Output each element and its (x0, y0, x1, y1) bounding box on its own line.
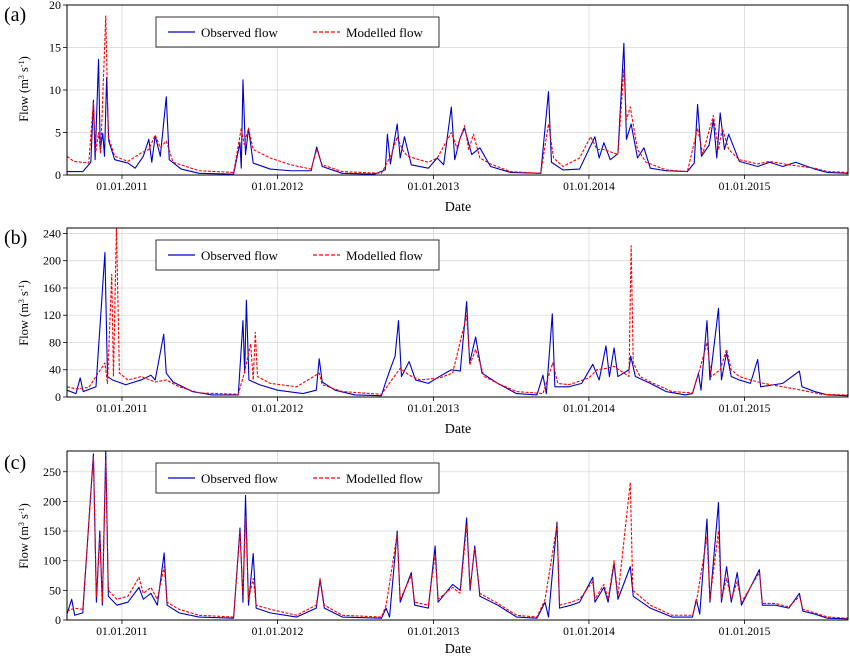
panel-b: (b) Date Flow (m3 s-1) 0 40 80 120 160 200 240… (4, 226, 849, 437)
plot-frame (66, 450, 849, 621)
x-tick-label: 01.01.2014 (563, 626, 615, 638)
x-tick-label: 01.01.2012 (252, 181, 304, 193)
y-tick-label: 15 (49, 41, 61, 55)
legend-box (155, 462, 440, 494)
y-tick-label: 40 (49, 363, 61, 377)
x-tick-label: 01.01.2011 (96, 181, 148, 193)
series-line-observed-flow (66, 251, 849, 397)
y-axis-label: Flow (m3 s-1) (17, 56, 32, 122)
legend-label-modelled: Modelled flow (346, 248, 424, 263)
y-tick-label: 20 (49, 0, 61, 12)
x-tick-label: 01.01.2012 (252, 403, 304, 415)
y-tick-label: 0 (55, 613, 61, 627)
x-tick-label: 01.01.2013 (408, 626, 460, 638)
legend-label-modelled: Modelled flow (346, 471, 424, 486)
plot-frame (66, 227, 849, 398)
y-tick-label: 0 (55, 390, 61, 404)
x-tick-label: 01.01.2015 (719, 626, 771, 638)
y-tick-label: 120 (43, 308, 61, 322)
legend-label-observed: Observed flow (201, 248, 279, 263)
x-axis-label: Date (445, 422, 471, 437)
y-axis-label: Flow (m3 s-1) (17, 503, 32, 569)
x-tick-label: 01.01.2011 (96, 626, 148, 638)
x-tick-label: 01.01.2015 (719, 181, 771, 193)
legend: Observed flow Modelled flow (155, 239, 440, 271)
legend-label-observed: Observed flow (201, 25, 279, 40)
y-tick-label: 250 (43, 465, 61, 479)
y-tick-label: 150 (43, 524, 61, 538)
y-tick-label: 0 (55, 168, 61, 182)
y-axis-label: Flow (m3 s-1) (17, 280, 32, 346)
x-tick-label: 01.01.2013 (408, 403, 460, 415)
series-line-observed-flow (66, 450, 849, 620)
y-tick-label: 10 (49, 83, 61, 97)
panel-c: (c) Date Flow (m3 s-1) 0 50 100 150 200 250 01… (4, 450, 849, 657)
legend: Observed flow Modelled flow (155, 462, 440, 494)
x-tick-label: 01.01.2014 (563, 181, 615, 193)
x-axis-label: Date (445, 642, 471, 656)
panel-label: (c) (4, 452, 26, 474)
y-tick-label: 160 (43, 281, 61, 295)
gridlines (67, 228, 848, 398)
x-tick-label: 01.01.2014 (563, 403, 615, 415)
y-tick-label: 100 (43, 554, 61, 568)
y-tick-label: 240 (43, 226, 61, 240)
legend-box (155, 16, 440, 48)
series-line-modelled-flow (66, 15, 849, 174)
y-tick-label: 50 (49, 583, 61, 597)
series-line-observed-flow (67, 42, 849, 175)
panel-a: (a) Date Flow (m3 s-1) 0 5 10 15 20 01.01.201… (4, 0, 849, 215)
x-tick-label: 01.01.2013 (408, 181, 460, 193)
panel-label: (a) (4, 4, 26, 26)
y-tick-label: 200 (43, 254, 61, 268)
x-axis-label: Date (445, 200, 471, 215)
series-line-modelled-flow (66, 227, 849, 396)
legend-box (155, 239, 440, 271)
x-tick-label: 01.01.2012 (252, 626, 304, 638)
legend: Observed flow Modelled flow (155, 16, 440, 48)
legend-label-observed: Observed flow (201, 471, 279, 486)
x-tick-label: 01.01.2015 (719, 403, 771, 415)
x-tick-label: 01.01.2011 (96, 403, 148, 415)
y-tick-label: 80 (49, 335, 61, 349)
legend-label-modelled: Modelled flow (346, 25, 424, 40)
panel-label: (b) (4, 227, 27, 249)
series-line-modelled-flow (66, 456, 849, 619)
y-tick-label: 5 (55, 126, 61, 140)
y-tick-label: 200 (43, 494, 61, 508)
